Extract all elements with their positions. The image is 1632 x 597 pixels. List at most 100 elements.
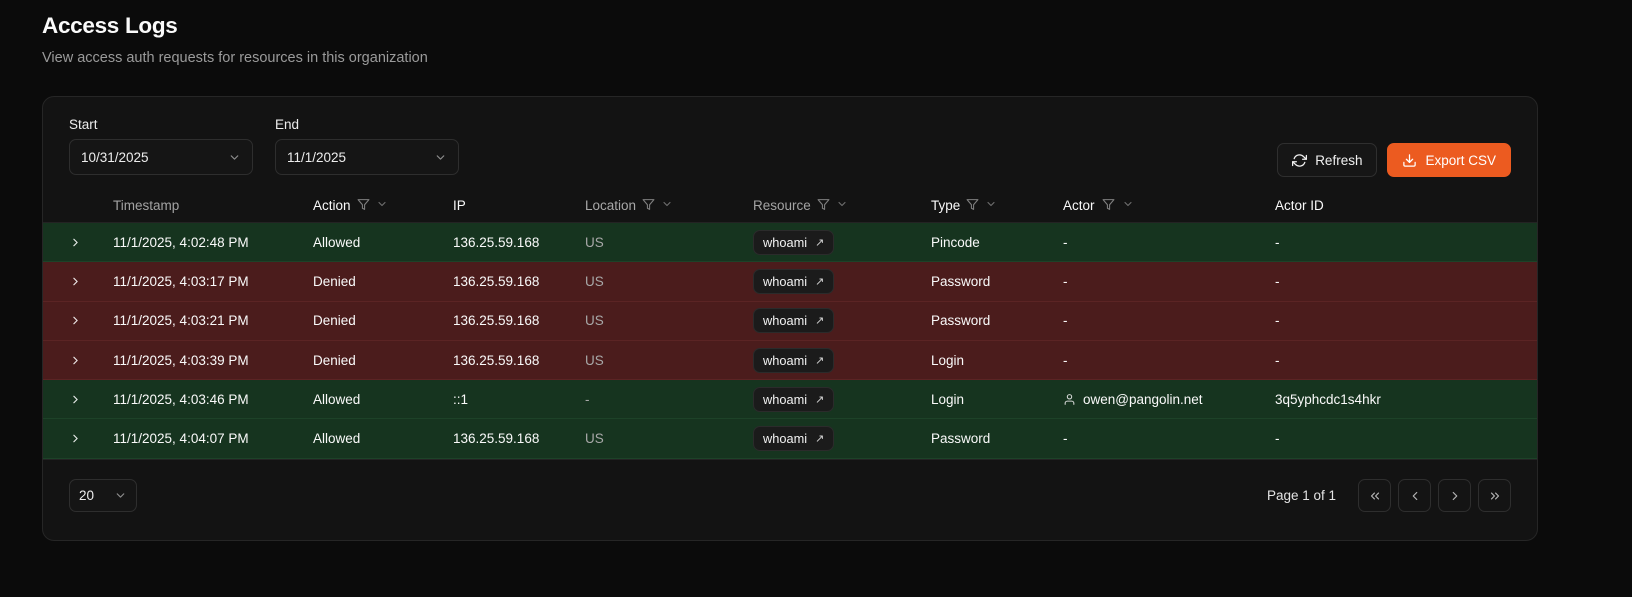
resource-link-badge[interactable]: whoami ↗ <box>753 386 835 412</box>
page-indicator: Page 1 of 1 <box>1266 488 1336 504</box>
actor-value: owen@pangolin.net <box>1083 391 1203 407</box>
refresh-button[interactable]: Refresh <box>1277 143 1378 177</box>
column-header-actor: Actor <box>1063 198 1275 214</box>
expand-row-button[interactable] <box>69 314 113 327</box>
end-date-select[interactable]: 11/1/2025 <box>275 139 459 175</box>
cell-action: Denied <box>313 352 356 368</box>
cell-resource: whoami ↗ <box>753 308 931 334</box>
cell-timestamp: 11/1/2025, 4:02:48 PM <box>113 234 249 250</box>
refresh-icon <box>1292 153 1308 168</box>
column-header-timestamp-label: Timestamp <box>113 198 180 213</box>
page-title: Access Logs <box>42 13 178 38</box>
cell-resource: whoami ↗ <box>753 268 931 294</box>
external-link-icon: ↗ <box>815 236 825 249</box>
expand-row-button[interactable] <box>69 236 113 249</box>
cell-timestamp: 11/1/2025, 4:03:17 PM <box>113 273 249 289</box>
cell-ip: ::1 <box>453 391 469 407</box>
end-date-value: 11/1/2025 <box>287 149 347 165</box>
cell-actor: - <box>1063 235 1275 250</box>
page-header: Access Logs View access auth requests fo… <box>0 0 1632 68</box>
cell-type: Login <box>931 352 965 368</box>
chevron-down-icon[interactable] <box>661 198 673 213</box>
table-row[interactable]: 11/1/2025, 4:03:21 PM Denied 136.25.59.168… <box>43 301 1537 341</box>
filter-icon[interactable] <box>642 198 655 214</box>
external-link-icon: ↗ <box>815 275 825 288</box>
table-row[interactable]: 11/1/2025, 4:03:46 PM Allowed::1 - whoami ↗ L… <box>43 380 1537 420</box>
cell-ip: 136.25.59.168 <box>453 313 540 329</box>
table-body: 11/1/2025, 4:02:48 PM Allowed 136.25.59.16… <box>43 223 1537 460</box>
refresh-label: Refresh <box>1315 152 1363 168</box>
resource-link-badge[interactable]: whoami ↗ <box>753 426 835 452</box>
chevron-down-icon[interactable] <box>985 198 997 213</box>
cell-location: US <box>585 431 604 447</box>
column-header-actor-id-label: Actor ID <box>1275 198 1324 213</box>
resource-name: whoami <box>763 234 808 250</box>
cell-location: - <box>585 391 590 407</box>
column-header-ip: IP <box>453 198 585 213</box>
cell-timestamp: 11/1/2025, 4:03:39 PM <box>113 352 249 368</box>
filter-icon[interactable] <box>966 198 979 214</box>
last-page-button[interactable] <box>1478 479 1511 513</box>
previous-page-button[interactable] <box>1398 479 1431 513</box>
expand-row-button[interactable] <box>69 354 113 367</box>
cell-resource: whoami ↗ <box>753 347 931 373</box>
export-csv-label: Export CSV <box>1425 152 1496 168</box>
resource-link-badge[interactable]: whoami ↗ <box>753 268 835 294</box>
chevron-down-icon[interactable] <box>1122 198 1134 213</box>
chevron-right-icon <box>69 432 82 445</box>
chevron-down-icon <box>228 151 241 164</box>
resource-link-badge[interactable]: whoami ↗ <box>753 347 835 373</box>
column-header-resource: Resource <box>753 198 931 214</box>
table-row[interactable]: 11/1/2025, 4:04:07 PM Allowed 136.25.59.16… <box>43 419 1537 459</box>
cell-actor-id: - <box>1275 273 1280 289</box>
cell-ip: 136.25.59.168 <box>453 431 540 447</box>
table-row[interactable]: 11/1/2025, 4:02:48 PM Allowed 136.25.59.16… <box>43 223 1537 263</box>
chevron-down-icon[interactable] <box>836 198 848 213</box>
cell-ip: 136.25.59.168 <box>453 352 540 368</box>
external-link-icon: ↗ <box>815 315 825 328</box>
cell-timestamp: 11/1/2025, 4:04:07 PM <box>113 431 249 447</box>
cell-action: Allowed <box>313 234 361 250</box>
cell-timestamp: 11/1/2025, 4:03:21 PM <box>113 313 249 329</box>
cell-actor-id: - <box>1275 313 1280 329</box>
cell-action: Denied <box>313 273 356 289</box>
expand-row-button[interactable] <box>69 275 113 288</box>
expand-row-button[interactable] <box>69 432 113 445</box>
start-date-value: 10/31/2025 <box>81 149 149 165</box>
access-logs-card: Start 10/31/2025 End 11/1/2025 <box>42 96 1538 541</box>
actor-value: - <box>1063 234 1068 250</box>
chevron-right-icon <box>69 393 82 406</box>
resource-link-badge[interactable]: whoami ↗ <box>753 308 835 334</box>
start-date-select[interactable]: 10/31/2025 <box>69 139 253 175</box>
column-header-actor-label: Actor <box>1063 198 1095 213</box>
filter-icon[interactable] <box>1102 198 1115 214</box>
column-header-actor-id: Actor ID <box>1275 198 1511 213</box>
cell-actor-id: - <box>1275 352 1280 368</box>
actor-value: - <box>1063 313 1068 329</box>
actor-value: - <box>1063 431 1068 447</box>
export-csv-button[interactable]: Export CSV <box>1387 143 1511 177</box>
resource-name: whoami <box>763 352 808 368</box>
chevron-down-icon[interactable] <box>376 198 388 213</box>
cell-type: Password <box>931 313 991 329</box>
external-link-icon: ↗ <box>815 433 825 446</box>
next-page-button[interactable] <box>1438 479 1471 513</box>
cell-actor-id: - <box>1275 234 1280 250</box>
rows-per-page-select[interactable]: 20 <box>69 479 137 513</box>
filter-icon[interactable] <box>817 198 830 214</box>
filter-icon[interactable] <box>357 198 370 214</box>
resource-link-badge[interactable]: whoami ↗ <box>753 229 835 255</box>
filters-toolbar: Start 10/31/2025 End 11/1/2025 <box>43 97 1537 189</box>
resource-name: whoami <box>763 391 808 407</box>
expand-row-button[interactable] <box>69 393 113 406</box>
end-date-label: End <box>275 117 300 132</box>
external-link-icon: ↗ <box>815 354 825 367</box>
table-row[interactable]: 11/1/2025, 4:03:39 PM Denied 136.25.59.168… <box>43 340 1537 381</box>
cell-actor: - <box>1063 274 1275 289</box>
table-row[interactable]: 11/1/2025, 4:03:17 PM Denied 136.25.59.168… <box>43 262 1537 302</box>
resource-name: whoami <box>763 273 808 289</box>
cell-type: Login <box>931 391 965 407</box>
access-logs-table: Timestamp Action IP Location <box>43 189 1537 532</box>
first-page-button[interactable] <box>1358 479 1391 513</box>
